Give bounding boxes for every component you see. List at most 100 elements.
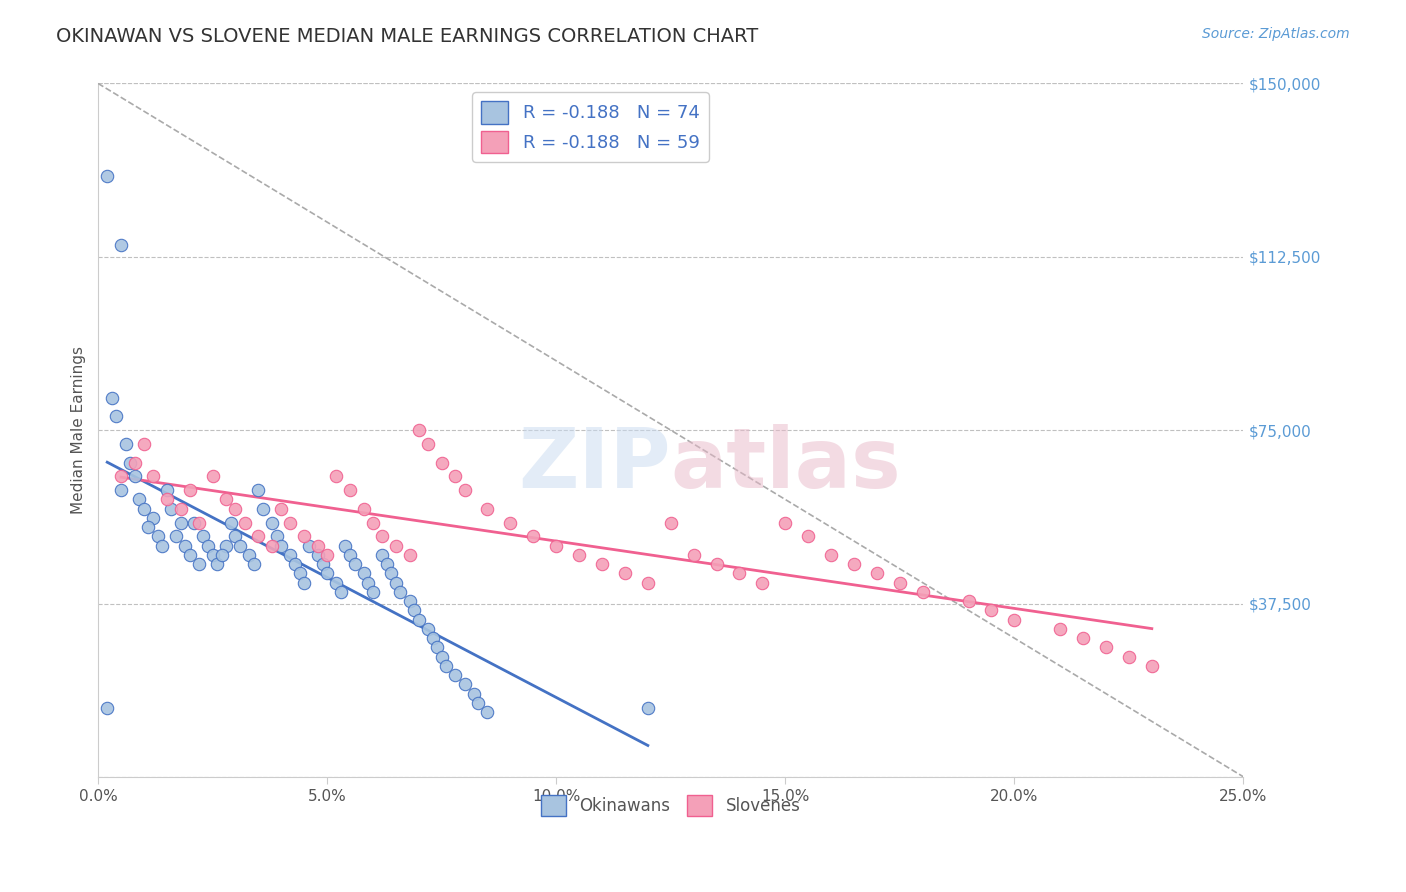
Point — [96, 700, 118, 714]
Point — [444, 469, 467, 483]
Point — [404, 603, 426, 617]
Point — [124, 469, 146, 483]
Point — [205, 558, 228, 572]
Point — [110, 483, 132, 498]
Point — [120, 456, 142, 470]
Point — [426, 640, 449, 655]
Point — [371, 548, 394, 562]
Point — [416, 622, 439, 636]
Point — [307, 548, 329, 562]
Point — [980, 603, 1002, 617]
Point — [292, 575, 315, 590]
Point — [316, 566, 339, 581]
Point — [179, 483, 201, 498]
Point — [659, 516, 682, 530]
Point — [132, 501, 155, 516]
Point — [398, 548, 420, 562]
Point — [138, 520, 160, 534]
Point — [422, 631, 444, 645]
Point — [361, 516, 384, 530]
Point — [477, 705, 499, 719]
Point — [187, 558, 209, 572]
Point — [270, 539, 292, 553]
Point — [385, 539, 408, 553]
Point — [211, 548, 233, 562]
Point — [247, 483, 270, 498]
Point — [160, 501, 183, 516]
Point — [229, 539, 252, 553]
Point — [325, 469, 347, 483]
Point — [146, 529, 169, 543]
Point — [416, 437, 439, 451]
Point — [284, 558, 307, 572]
Point — [637, 575, 659, 590]
Point — [467, 696, 489, 710]
Point — [682, 548, 704, 562]
Point — [408, 613, 430, 627]
Point — [499, 516, 522, 530]
Point — [434, 659, 457, 673]
Point — [339, 483, 361, 498]
Point — [408, 423, 430, 437]
Point — [128, 492, 150, 507]
Point — [889, 575, 911, 590]
Point — [114, 437, 136, 451]
Point — [1049, 622, 1071, 636]
Point — [179, 548, 201, 562]
Point — [1095, 640, 1118, 655]
Point — [193, 529, 215, 543]
Point — [522, 529, 544, 543]
Point — [361, 585, 384, 599]
Point — [911, 585, 934, 599]
Text: atlas: atlas — [671, 425, 901, 506]
Point — [142, 469, 165, 483]
Point — [546, 539, 568, 553]
Point — [728, 566, 751, 581]
Point — [169, 501, 191, 516]
Point — [224, 529, 246, 543]
Point — [453, 677, 475, 691]
Point — [430, 649, 453, 664]
Point — [353, 566, 375, 581]
Point — [201, 548, 224, 562]
Point — [252, 501, 274, 516]
Point — [187, 516, 209, 530]
Point — [101, 391, 124, 405]
Point — [165, 529, 187, 543]
Point — [398, 594, 420, 608]
Point — [233, 516, 256, 530]
Point — [280, 516, 302, 530]
Point — [298, 539, 321, 553]
Point — [591, 558, 613, 572]
Point — [957, 594, 980, 608]
Text: ZIP: ZIP — [519, 425, 671, 506]
Point — [215, 539, 238, 553]
Point — [270, 501, 292, 516]
Point — [866, 566, 889, 581]
Point — [183, 516, 205, 530]
Point — [775, 516, 797, 530]
Point — [1071, 631, 1094, 645]
Point — [124, 456, 146, 470]
Point — [568, 548, 591, 562]
Point — [215, 492, 238, 507]
Text: Source: ZipAtlas.com: Source: ZipAtlas.com — [1202, 27, 1350, 41]
Point — [842, 558, 865, 572]
Point — [197, 539, 219, 553]
Point — [353, 501, 375, 516]
Point — [339, 548, 361, 562]
Point — [1002, 613, 1025, 627]
Point — [224, 501, 246, 516]
Y-axis label: Median Male Earnings: Median Male Earnings — [72, 346, 86, 514]
Point — [288, 566, 311, 581]
Point — [463, 687, 485, 701]
Point — [292, 529, 315, 543]
Point — [219, 516, 242, 530]
Point — [110, 238, 132, 252]
Point — [357, 575, 380, 590]
Point — [335, 539, 357, 553]
Point — [238, 548, 260, 562]
Point — [371, 529, 394, 543]
Point — [820, 548, 842, 562]
Point — [142, 511, 165, 525]
